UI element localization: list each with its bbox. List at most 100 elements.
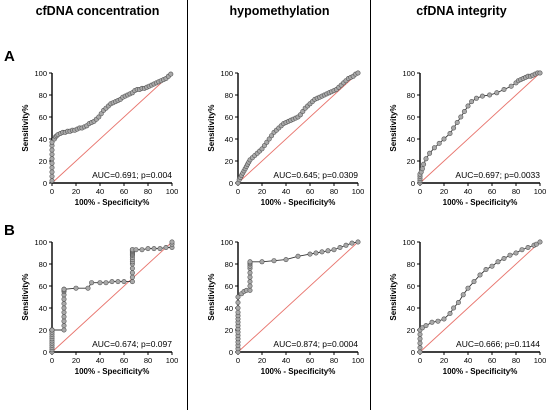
roc-point [419, 166, 425, 172]
y-tick-label: 20 [407, 157, 415, 166]
roc-point [61, 318, 67, 324]
y-tick-label: 80 [407, 91, 415, 100]
roc-point [447, 310, 453, 316]
y-tick-label: 40 [39, 304, 47, 313]
roc-point [61, 323, 67, 329]
x-tick-label: 60 [488, 356, 496, 365]
y-tick-label: 0 [43, 179, 47, 188]
y-tick-label: 0 [43, 348, 47, 357]
roc-point [419, 325, 425, 331]
roc-point [451, 125, 457, 131]
roc-point [49, 173, 55, 179]
roc-point [129, 265, 135, 271]
y-tick-label: 40 [407, 135, 415, 144]
roc-point [331, 247, 337, 253]
x-tick-label: 20 [440, 187, 448, 196]
auc-annotation: AUC=0.874; p=0.0004 [273, 339, 358, 349]
y-tick-label: 80 [39, 91, 47, 100]
roc-point [460, 292, 466, 298]
roc-point [307, 251, 313, 257]
roc-point [61, 309, 67, 315]
roc-point [151, 246, 157, 252]
roc-point [49, 156, 55, 162]
roc-point [235, 305, 241, 311]
y-tick-label: 60 [225, 113, 233, 122]
roc-point [129, 270, 135, 276]
roc-point [507, 252, 513, 258]
x-tick-label: 20 [72, 187, 80, 196]
y-tick-label: 100 [34, 69, 47, 78]
roc-point [537, 239, 543, 245]
roc-point [465, 285, 471, 291]
roc-point [417, 331, 423, 337]
roc-point [168, 71, 174, 77]
y-tick-label: 20 [225, 157, 233, 166]
y-tick-label: 40 [225, 135, 233, 144]
roc-point [441, 136, 447, 142]
roc-point [417, 349, 423, 355]
y-tick-label: 20 [39, 326, 47, 335]
y-tick-label: 100 [220, 238, 233, 247]
roc-panel-a-2: 0 20 40 60 80 100 0 20 40 60 80 100 100% - Specifici… [207, 69, 364, 207]
roc-point [103, 280, 109, 286]
roc-point [235, 294, 241, 300]
y-tick-label: 100 [402, 238, 415, 247]
roc-panel-a-3: 0 20 40 60 80 100 0 20 40 60 80 100 100% - Specifici… [389, 69, 546, 207]
roc-point [49, 147, 55, 153]
roc-point [436, 140, 442, 146]
roc-point [313, 250, 319, 256]
roc-point [435, 318, 441, 324]
roc-point [283, 257, 289, 263]
y-tick-label: 0 [411, 348, 415, 357]
y-tick-label: 60 [225, 282, 233, 291]
roc-point [269, 133, 275, 139]
roc-point [423, 156, 429, 162]
roc-point [61, 327, 67, 333]
roc-point [61, 286, 67, 292]
reference-line [51, 72, 173, 184]
roc-point [441, 316, 447, 322]
x-tick-label: 100 [166, 187, 179, 196]
roc-point [421, 161, 427, 167]
reference-line [237, 241, 359, 353]
roc-point [508, 83, 514, 89]
roc-point [96, 114, 102, 120]
roc-point [247, 270, 253, 276]
roc-point [85, 285, 91, 291]
roc-point [49, 169, 55, 175]
x-tick-label: 40 [96, 356, 104, 365]
roc-point [355, 70, 361, 76]
roc-point [97, 280, 103, 286]
x-axis-label: 100% - Specificity% [443, 198, 518, 207]
column-divider-left [187, 0, 188, 410]
roc-point [454, 120, 460, 126]
auc-annotation: AUC=0.691; p=0.004 [92, 170, 172, 180]
roc-point [427, 150, 433, 156]
roc-point [447, 131, 453, 137]
row-label-b: B [4, 222, 15, 239]
auc-annotation: AUC=0.645; p=0.0309 [273, 170, 358, 180]
y-axis-label: Sensitivity% [207, 273, 216, 320]
roc-point [525, 245, 531, 251]
roc-point [109, 279, 115, 285]
x-tick-label: 80 [330, 187, 338, 196]
roc-point [417, 345, 423, 351]
roc-point [247, 259, 253, 265]
roc-panel-b-3: 0 20 40 60 80 100 0 20 40 60 80 100 100% - Specifici… [389, 238, 546, 376]
auc-annotation: AUC=0.674; p=0.097 [92, 339, 172, 349]
roc-point [73, 285, 79, 291]
roc-point [469, 99, 475, 105]
roc-point [61, 305, 67, 311]
roc-point [247, 279, 253, 285]
y-tick-label: 80 [39, 260, 47, 269]
roc-point [300, 109, 306, 115]
roc-point [495, 259, 501, 265]
row-label-a: A [4, 48, 15, 65]
x-axis-label: 100% - Specificity% [261, 198, 336, 207]
roc-point [479, 93, 485, 99]
roc-point [417, 336, 423, 342]
roc-point [477, 272, 483, 278]
roc-point [49, 327, 55, 333]
x-tick-label: 40 [464, 187, 472, 196]
roc-point [501, 87, 507, 93]
